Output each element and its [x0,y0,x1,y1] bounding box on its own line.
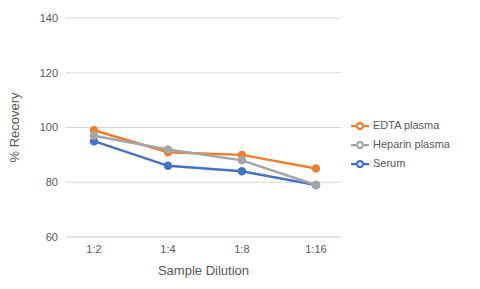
svg-text:% Recovery: % Recovery [8,92,22,163]
html-text:EDTA plasma: EDTA plasma [373,118,440,131]
svg-text:1:8: 1:8 [234,243,249,255]
html-text:Heparin plasma: Heparin plasma [373,138,450,150]
svg-text:140: 140 [40,12,58,24]
svg-text:80: 80 [46,176,58,188]
svg-text:1:4: 1:4 [160,243,175,255]
svg-text:120: 120 [40,67,58,79]
html-text:Serum: Serum [373,157,406,169]
svg-text:60: 60 [46,231,58,243]
svg-text:Sample Dilution: Sample Dilution [158,263,249,278]
svg-text:1:2: 1:2 [86,243,101,255]
svg-text:100: 100 [40,121,58,133]
svg-text:1:16: 1:16 [305,243,326,255]
